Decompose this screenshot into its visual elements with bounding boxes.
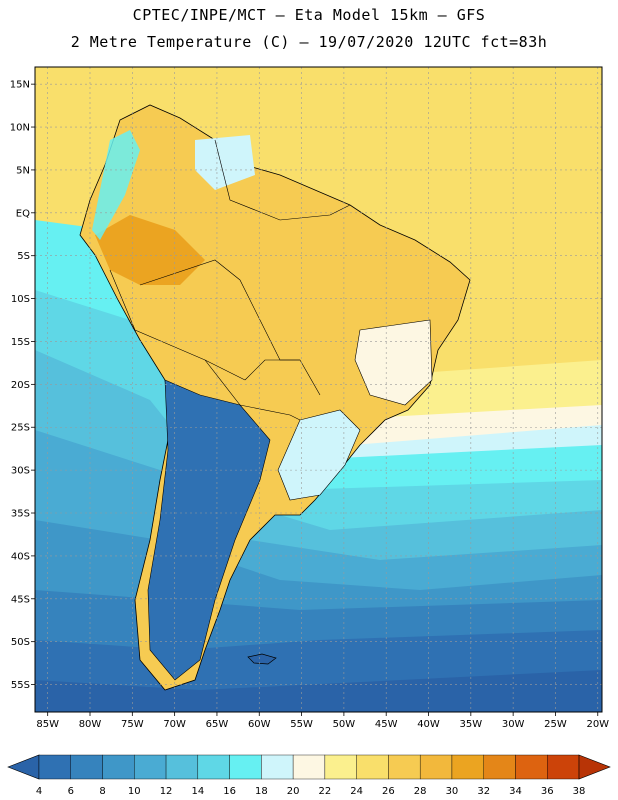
colorbar-label: 4 [36, 786, 42, 797]
lat-label: 35S [11, 509, 30, 520]
colorbar-bin [38, 754, 71, 780]
lat-label: 10S [11, 294, 30, 305]
land-hot-region [95, 215, 205, 285]
colorbar-label: 16 [223, 786, 236, 797]
latitude-labels: 15N 10N 5N EQ 5S 10S 15S 20S 25S 30S 35S 40S 45S 50S 5… [10, 80, 35, 691]
country-borders [109, 139, 351, 421]
colorbar-bin [483, 754, 516, 780]
colorbar-bin [70, 754, 103, 780]
colorbar-label: 18 [255, 786, 268, 797]
colorbar-label: 10 [128, 786, 141, 797]
colorbar-label: 14 [191, 786, 204, 797]
field-band-4 [35, 670, 602, 712]
colorbar-label: 38 [573, 786, 586, 797]
colorbar-labels: 4 6 8 10 12 14 16 18 20 22 24 26 28 30 32 34 36 38 [36, 786, 586, 797]
colorbar-label: 12 [160, 786, 173, 797]
lat-label: 45S [11, 594, 30, 605]
map-frame [34, 66, 603, 713]
lon-label: 30W [502, 719, 525, 730]
colorbar-bin [165, 754, 199, 780]
lat-label: 40S [11, 551, 30, 562]
lon-label: 70W [163, 719, 186, 730]
colorbar-high-arrow [578, 754, 611, 780]
map-title-model: CPTEC/INPE/MCT – Eta Model 15km – GFS [132, 6, 486, 24]
colorbar-label: 34 [509, 786, 522, 797]
colorbar-bin [324, 754, 357, 780]
lon-label: 25W [544, 719, 567, 730]
lon-label: 65W [206, 719, 229, 730]
longitude-labels: 85W 80W 75W 70W 65W 60W 55W 50W 45W 40W 35W 30W 25W 2… [36, 712, 609, 730]
lat-label: 25S [11, 423, 30, 434]
lon-label: 35W [460, 719, 483, 730]
lon-label: 55W [290, 719, 313, 730]
colorbar-label: 20 [287, 786, 300, 797]
colorbar-bin [102, 754, 135, 780]
lon-label: 40W [417, 719, 440, 730]
lat-label: 5S [17, 251, 30, 262]
colorbar-label: 26 [382, 786, 395, 797]
colorbar-label: 30 [446, 786, 459, 797]
map-title-variable: 2 Metre Temperature (C) – 19/07/2020 12U… [70, 33, 548, 51]
lat-label: 20S [11, 380, 30, 391]
colorbar-label: 32 [477, 786, 490, 797]
colorbar-bin [197, 754, 230, 780]
lon-label: 60W [248, 719, 271, 730]
lat-label: 5N [16, 165, 30, 176]
amazon-north-cool [195, 135, 255, 190]
colorbar-bin [134, 754, 167, 780]
colorbar-bin [292, 754, 326, 780]
colorbar-low-arrow [7, 754, 40, 780]
colorbar-label: 24 [350, 786, 363, 797]
lat-label: 15N [10, 80, 30, 91]
lon-label: 75W [121, 719, 144, 730]
colorbar-bin [451, 754, 484, 780]
colorbar-label: 6 [68, 786, 74, 797]
lat-label: 30S [11, 466, 30, 477]
lat-label: 15S [11, 337, 30, 348]
southern-cone-cold [147, 379, 271, 681]
southeast-brazil-mild [354, 319, 433, 406]
lon-label: 20W [586, 719, 609, 730]
colorbar-bin [356, 754, 389, 780]
lat-label: EQ [16, 208, 30, 219]
colorbar-bin [515, 754, 548, 780]
colorbar-bin [547, 754, 580, 780]
falkland-islands [247, 653, 277, 665]
colorbar-label: 36 [541, 786, 554, 797]
colorbar-bin [388, 754, 421, 780]
colorbar-label: 22 [319, 786, 332, 797]
lon-label: 85W [36, 719, 59, 730]
colorbar-label: 8 [99, 786, 105, 797]
map-field [35, 67, 602, 712]
lat-label: 55S [11, 680, 30, 691]
temperature-colorbar [7, 754, 611, 780]
lon-label: 45W [375, 719, 398, 730]
colorbar-bin [261, 754, 294, 780]
lat-label: 50S [11, 637, 30, 648]
southern-brazil-cool [277, 409, 361, 501]
lon-label: 80W [79, 719, 102, 730]
colorbar-label: 28 [414, 786, 427, 797]
andes-cool-strip [92, 130, 140, 240]
lon-label: 50W [333, 719, 356, 730]
lat-label: 10N [10, 123, 30, 134]
colorbar-bin [419, 754, 453, 780]
colorbar-bin [229, 754, 262, 780]
